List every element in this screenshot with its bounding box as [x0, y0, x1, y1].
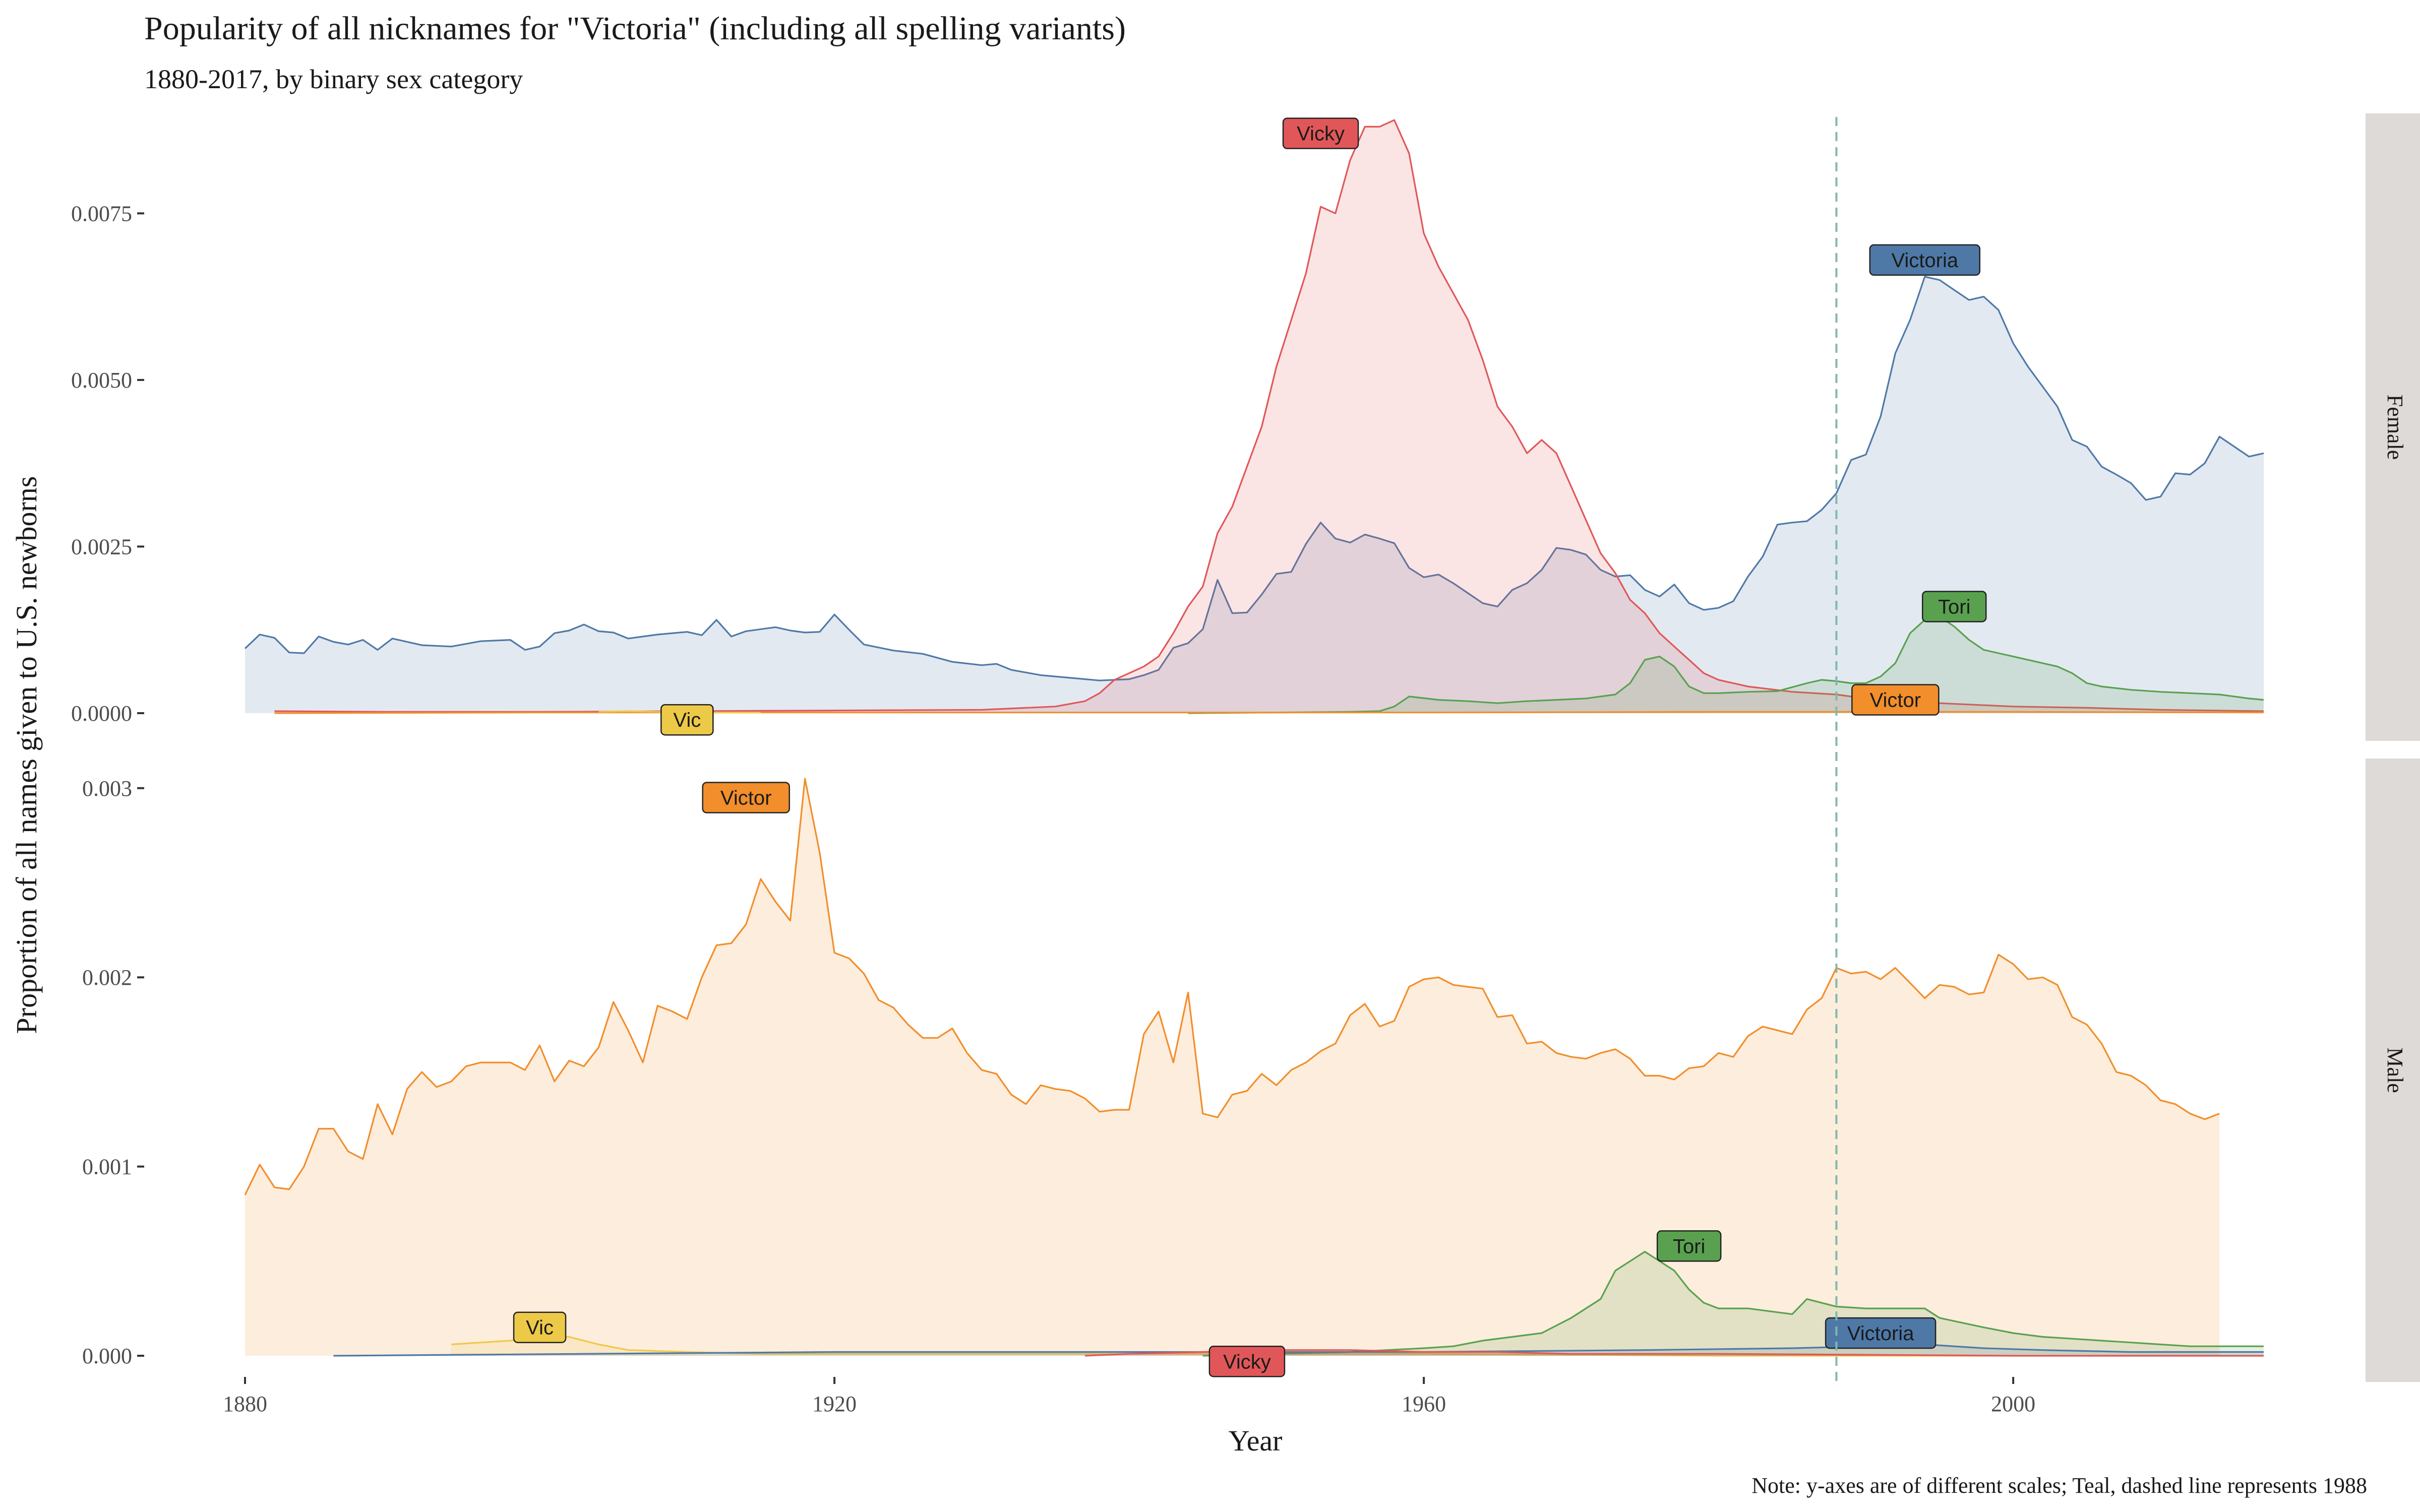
series-label-box: [660, 704, 714, 736]
series-label-vicky: Vicky: [1282, 117, 1359, 149]
series-tori: [1188, 615, 2264, 714]
area-vicky: [274, 120, 2264, 714]
series-label-box: [1656, 1230, 1722, 1262]
y-tick-label: 0.000: [82, 1344, 132, 1368]
series-label-tori: Tori: [1656, 1230, 1722, 1262]
y-tick-label: 0.001: [82, 1155, 132, 1179]
panel-female: Female 0.0000 0.0025 0.0050 0.0075 Victoria Vi…: [71, 113, 2420, 741]
x-tick-label: 1960: [1402, 1392, 1446, 1416]
series-label-text: Vic: [673, 709, 701, 731]
x-tick-label: 1920: [812, 1392, 857, 1416]
line-victor: [274, 711, 2264, 714]
series-label-victor: Victor: [702, 782, 790, 813]
series-label-box: [1208, 1346, 1286, 1377]
plot-area: Female 0.0000 0.0025 0.0050 0.0075 Victoria Vi…: [71, 113, 2420, 1416]
strip-label-female: Female: [2383, 395, 2407, 460]
series-victoria: [244, 276, 2264, 713]
series-vic: [598, 710, 761, 714]
series-label-victor: Victor: [1851, 684, 1940, 716]
strip-female: [2366, 113, 2420, 741]
series-label-box: [1825, 1317, 1937, 1349]
series-label-victoria: Victoria: [1825, 1317, 1937, 1349]
series-label-text: Victoria: [1891, 249, 1958, 272]
panel-male: Male 0.000 0.001 0.002 0.003 Victor Vic Tori Vic…: [82, 759, 2420, 1382]
y-tick-label: 0.0050: [71, 368, 132, 393]
line-vicky: [274, 119, 2264, 713]
line-victor: [244, 778, 2220, 1195]
y-tick-label: 0.003: [82, 776, 132, 801]
series-victor: [274, 711, 2264, 714]
strip-male: [2366, 759, 2420, 1382]
chart-title: Popularity of all nicknames for "Victori…: [144, 10, 1126, 47]
series-vicky: [274, 119, 2264, 714]
series-label-victoria: Victoria: [1869, 244, 1981, 276]
area-tori: [1188, 616, 2264, 713]
series-victor: [244, 778, 2220, 1356]
x-tick-label: 1880: [223, 1392, 267, 1416]
series-label-text: Tori: [1938, 596, 1970, 618]
line-tori: [1188, 615, 2264, 714]
y-tick-label: 0.0025: [71, 534, 132, 559]
series-label-text: Vic: [526, 1317, 554, 1339]
line-vicky: [1084, 1349, 2264, 1357]
series-label-box: [1851, 684, 1940, 716]
chart-subtitle: 1880-2017, by binary sex category: [144, 64, 523, 94]
line-vic: [598, 710, 761, 714]
series-label-box: [1921, 591, 1987, 622]
y-tick-label: 0.0000: [71, 701, 132, 726]
series-vicky: [1084, 1349, 2264, 1357]
series-label-tori: Tori: [1921, 591, 1987, 622]
series-label-text: Victor: [1870, 689, 1921, 712]
line-tori: [1202, 1250, 2264, 1357]
series-label-text: Vicky: [1223, 1351, 1271, 1373]
area-tori: [1202, 1251, 2264, 1356]
series-label-text: Victor: [720, 787, 772, 809]
series-label-box: [702, 782, 790, 813]
series-label-box: [1869, 244, 1981, 276]
series-tori: [1202, 1250, 2264, 1357]
series-label-text: Vicky: [1297, 123, 1345, 145]
y-tick-label: 0.002: [82, 965, 132, 990]
series-label-vic: Vic: [660, 704, 714, 736]
area-victor: [245, 779, 2220, 1356]
series-label-text: Tori: [1673, 1235, 1705, 1257]
chart-caption: Note: y-axes are of different scales; Te…: [1751, 1473, 2367, 1498]
y-axis-title: Proportion of all names given to U.S. ne…: [10, 476, 43, 1034]
series-label-box: [1282, 117, 1359, 149]
series-label-vicky: Vicky: [1208, 1346, 1286, 1377]
line-victoria: [244, 276, 2264, 681]
strip-label-male: Male: [2383, 1047, 2407, 1093]
area-victoria: [245, 276, 2264, 713]
x-axis-title: Year: [1229, 1424, 1283, 1457]
x-tick-label: 2000: [1991, 1392, 2035, 1416]
y-tick-label: 0.0075: [71, 201, 132, 226]
series-label-box: [513, 1311, 567, 1343]
series-label-vic: Vic: [513, 1311, 567, 1343]
series-label-text: Victoria: [1847, 1322, 1914, 1345]
